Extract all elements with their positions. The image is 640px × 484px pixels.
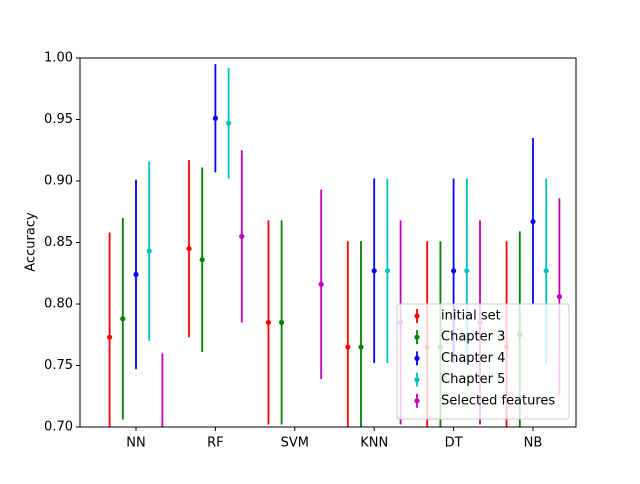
legend-label: Chapter 4 — [441, 351, 505, 366]
data-point — [212, 115, 218, 121]
data-point — [451, 268, 457, 274]
y-tick-label: 0.90 — [44, 174, 73, 189]
x-tick-label: NB — [524, 436, 543, 451]
data-point — [239, 233, 245, 239]
data-point — [146, 248, 152, 254]
legend-label: initial set — [441, 309, 501, 324]
x-tick-label: RF — [207, 436, 224, 451]
y-tick-label: 0.95 — [44, 112, 73, 127]
legend-marker — [414, 377, 420, 383]
data-point — [384, 268, 390, 274]
data-point — [556, 294, 563, 300]
data-point — [107, 334, 113, 340]
legend-marker — [414, 313, 420, 319]
y-tick-label: 0.85 — [44, 235, 73, 250]
legend-box — [396, 303, 570, 420]
data-point — [160, 437, 165, 442]
data-point — [543, 268, 549, 274]
legend-marker — [414, 355, 420, 361]
data-point — [186, 246, 192, 252]
y-tick-label: 1.00 — [44, 51, 73, 66]
data-point — [530, 218, 536, 225]
legend-marker — [414, 334, 420, 340]
data-point — [226, 120, 232, 126]
legend-label: Chapter 3 — [441, 330, 505, 345]
legend-label: Chapter 5 — [441, 372, 505, 387]
legend-label: Selected features — [441, 393, 555, 408]
x-tick-label: NN — [126, 436, 145, 451]
data-point — [371, 268, 377, 274]
data-point — [133, 271, 139, 278]
data-point — [265, 319, 271, 326]
x-tick-label: KNN — [360, 436, 388, 451]
data-point — [199, 257, 205, 263]
x-tick-label: SVM — [281, 436, 309, 451]
data-point — [120, 316, 126, 322]
data-point — [279, 319, 285, 326]
y-tick-label: 0.75 — [44, 358, 73, 373]
data-point — [358, 344, 364, 350]
x-tick-label: DT — [445, 436, 463, 451]
y-tick-label: 0.70 — [44, 420, 73, 435]
y-tick-label: 0.80 — [44, 297, 73, 312]
legend-marker — [414, 398, 420, 404]
data-point — [464, 268, 470, 274]
data-point — [345, 344, 351, 350]
data-point — [318, 281, 324, 287]
y-axis-label: Accuracy — [24, 212, 39, 272]
